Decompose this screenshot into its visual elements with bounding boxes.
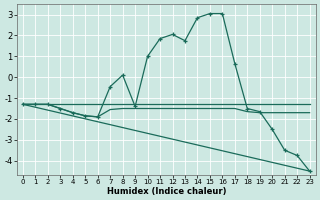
X-axis label: Humidex (Indice chaleur): Humidex (Indice chaleur) xyxy=(107,187,226,196)
